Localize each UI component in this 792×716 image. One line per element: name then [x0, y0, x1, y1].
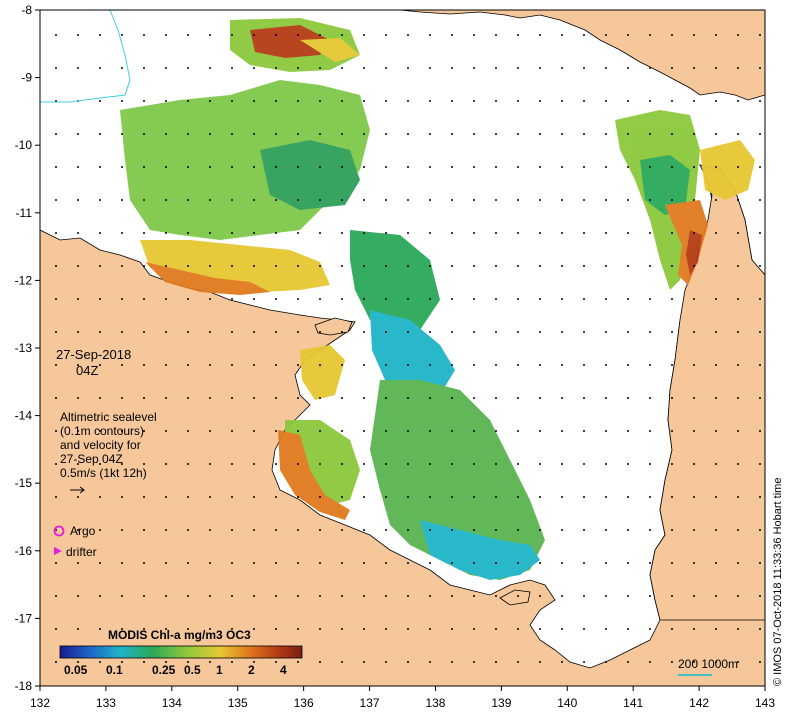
altimetry-info: Altimetric sealevel (0.1m contours) and …	[60, 410, 157, 480]
y-tick-label: -13	[15, 341, 33, 355]
altimetry-line: Altimetric sealevel	[60, 410, 157, 424]
argo-symbol	[53, 525, 65, 537]
x-tick-label: 139	[491, 696, 511, 710]
legend-title: MODIS Chl-a mg/m3 OC3	[108, 628, 251, 642]
x-tick-label: 143	[755, 696, 775, 710]
land-mornington-island	[499, 589, 531, 606]
x-tick-label: 140	[557, 696, 577, 710]
legend-tick-label: 0.1	[106, 663, 123, 677]
time-label: 04Z	[76, 363, 99, 378]
velocity-scale-arrow	[70, 486, 85, 494]
altimetry-line: (0.1m contours)	[60, 424, 145, 438]
altimetry-line: 27-Sep 04Z	[60, 452, 123, 466]
y-tick-label: -10	[15, 138, 33, 152]
legend-tick-label: 0.05	[64, 663, 88, 677]
velocity-arrows	[55, 34, 761, 663]
legend-tick-label: 0.5	[184, 663, 201, 677]
latitude-axis: -8 -9 -10 -11 -12 -13 -14 -15 -16 -17 -18	[15, 3, 40, 693]
x-tick-label: 137	[360, 696, 380, 710]
legend-tick-label: 0.25	[152, 663, 176, 677]
legend-tick-label: 4	[280, 663, 287, 677]
y-tick-label: -11	[16, 206, 33, 220]
y-tick-label: -18	[15, 679, 33, 693]
date-label: 27-Sep-2018	[56, 347, 132, 362]
y-tick-label: -9	[21, 71, 32, 85]
chlorophyll-layer	[120, 18, 755, 580]
x-tick-label: 141	[623, 696, 643, 710]
scale-label: 200 1000m	[678, 657, 739, 671]
colorbar	[59, 645, 303, 659]
legend-tick-label: 1	[216, 663, 223, 677]
y-tick-label: -14	[15, 409, 33, 423]
drifter-label: drifter	[66, 545, 97, 559]
land-png	[399, 10, 765, 101]
argo-label: Argo	[70, 524, 96, 538]
x-tick-label: 135	[228, 696, 248, 710]
x-tick-label: 134	[162, 696, 182, 710]
y-tick-label: -16	[15, 544, 33, 558]
altimetry-line: 0.5m/s (1kt 12h)	[60, 466, 147, 480]
credit-text: © IMOS 07-Oct-2018 11:33:36 Hobart time	[772, 477, 784, 686]
longitude-axis: 132 133 134 135 136 137 138 139 140 141 142 143	[30, 686, 775, 710]
land-groote-eylandt	[314, 317, 353, 336]
x-tick-label: 133	[96, 696, 116, 710]
contour-200m	[40, 10, 131, 103]
drifter-symbol	[54, 547, 62, 555]
x-tick-label: 142	[689, 696, 709, 710]
x-tick-label: 132	[30, 696, 50, 710]
y-tick-label: -15	[15, 476, 33, 490]
altimetry-line: and velocity for	[60, 438, 141, 452]
y-tick-label: -17	[15, 611, 33, 625]
x-tick-label: 138	[425, 696, 445, 710]
x-tick-label: 136	[294, 696, 314, 710]
legend-tick-label: 2	[248, 663, 255, 677]
y-tick-label: -12	[15, 273, 33, 287]
y-tick-label: -8	[21, 3, 32, 17]
